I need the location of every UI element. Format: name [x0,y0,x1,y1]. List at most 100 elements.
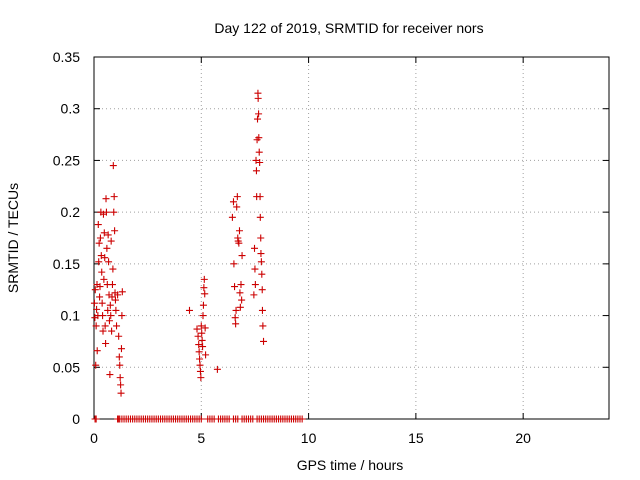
data-point [92,322,100,330]
data-point [194,332,202,340]
grid [94,57,609,419]
data-point [228,213,236,221]
data-point [193,325,201,333]
x-tick-label: 10 [301,430,317,446]
data-point [200,284,208,292]
data-point [197,322,205,330]
data-point [93,305,101,313]
data-point [115,332,123,340]
data-point [117,381,125,389]
data-point [100,229,108,237]
data-point [255,148,263,156]
x-tick-label: 20 [515,430,531,446]
data-point [258,270,266,278]
data-point [102,339,110,347]
data-point [200,275,208,283]
plot-frame [93,56,610,420]
data-point [196,361,204,369]
data-point [92,415,100,423]
data-point [199,312,207,320]
data-point [100,275,108,283]
data-point [235,239,243,247]
data-point [252,156,260,164]
data-point [236,289,244,297]
data-point [199,343,207,351]
data-point [255,134,263,142]
data-point [107,237,115,245]
data-point [233,203,241,211]
data-point [118,288,126,296]
data-point [255,110,263,118]
data-point [254,94,262,102]
data-point [257,258,265,266]
data-point [196,355,204,363]
data-point [98,299,106,307]
data-point [233,193,241,201]
y-tick-label: 0.25 [53,152,80,168]
data-point [113,322,121,330]
data-point [94,221,102,229]
data-point [196,367,204,375]
data-point [259,322,267,330]
y-tick-label: 0.3 [61,101,81,117]
x-tick-label: 0 [90,430,98,446]
y-tick-label: 0.15 [53,256,80,272]
data-point [250,291,258,299]
data-point [102,208,110,216]
y-tick-label: 0.35 [53,49,80,65]
data-point [198,336,206,344]
data-point [112,306,120,314]
data-point [232,306,240,314]
data-point [231,314,239,322]
data-point [98,268,106,276]
data-point [92,361,100,369]
data-point [102,195,110,203]
x-tick-label: 5 [197,430,205,446]
data-point [257,234,265,242]
data-point [257,250,265,258]
data-point [93,347,101,355]
data-point [108,327,116,335]
data-point [95,258,103,266]
data-point [197,374,205,382]
data-point [201,290,209,298]
data-point [96,293,104,301]
data-point [118,312,126,320]
data-point [104,231,112,239]
data-point [106,301,114,309]
data-point [99,312,107,320]
data-point [96,283,104,291]
data-point [195,341,203,349]
x-axis-title: GPS time / hours [297,457,404,473]
data-point [252,167,260,175]
data-point [251,265,259,273]
data-point [115,353,123,361]
y-tick-label: 0.2 [61,204,81,220]
tick-labels: 0 5 10 15 20 0 0.05 0.1 0.15 0.2 0.25 0.3 0.35 [53,49,531,446]
data-point [107,312,115,320]
data-point [105,258,113,266]
data-point [195,348,203,356]
data-point [101,322,109,330]
y-tick-label: 0.1 [61,308,81,324]
data-point [238,296,246,304]
data-point [90,299,98,307]
x-tick-label: 15 [408,430,424,446]
data-point [230,260,238,268]
data-point [103,244,111,252]
data-point [237,281,245,289]
data-point [108,281,116,289]
data-point [231,283,239,291]
data-point [185,306,193,314]
data-point [109,162,117,170]
data-point [201,324,209,332]
data-point [197,415,205,423]
data-point [95,239,103,247]
data-point [260,337,268,345]
data-point [117,389,125,397]
y-axis-title: SRMTID / TECUs [5,183,21,293]
axis-ticks [93,56,609,420]
data-point [114,291,122,299]
data-point [96,234,104,242]
